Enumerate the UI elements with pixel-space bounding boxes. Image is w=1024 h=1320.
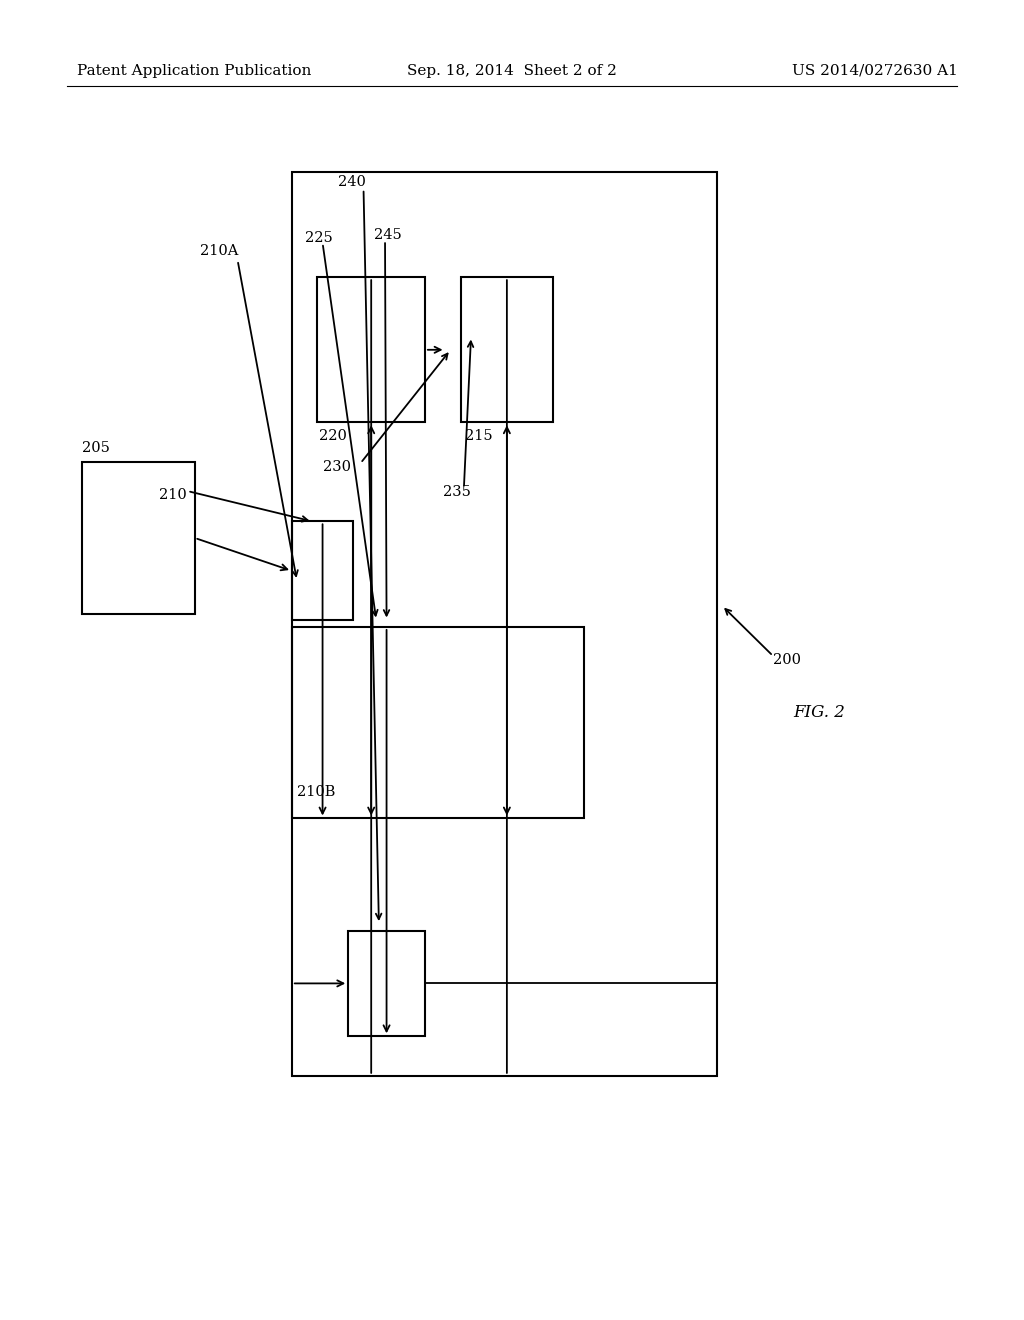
Text: 240: 240 xyxy=(338,176,366,189)
Text: US 2014/0272630 A1: US 2014/0272630 A1 xyxy=(792,63,957,78)
Text: Patent Application Publication: Patent Application Publication xyxy=(77,63,311,78)
Text: 220: 220 xyxy=(319,429,347,444)
Text: 235: 235 xyxy=(443,486,471,499)
Bar xyxy=(317,277,425,422)
Text: 225: 225 xyxy=(305,231,333,244)
Text: 245: 245 xyxy=(374,228,401,242)
Text: 210B: 210B xyxy=(297,784,335,799)
Text: 205: 205 xyxy=(82,441,110,455)
Text: Sep. 18, 2014  Sheet 2 of 2: Sep. 18, 2014 Sheet 2 of 2 xyxy=(408,63,616,78)
Text: 210A: 210A xyxy=(200,244,238,257)
Bar xyxy=(82,462,195,614)
Text: FIG. 2: FIG. 2 xyxy=(794,705,846,721)
Bar xyxy=(292,172,717,1076)
Bar xyxy=(348,931,425,1036)
Text: 200: 200 xyxy=(773,653,801,667)
Bar xyxy=(461,277,553,422)
Text: 210: 210 xyxy=(159,488,186,502)
Bar xyxy=(292,521,353,620)
Bar xyxy=(292,627,584,818)
Text: 215: 215 xyxy=(466,429,493,444)
Text: 230: 230 xyxy=(323,461,350,474)
